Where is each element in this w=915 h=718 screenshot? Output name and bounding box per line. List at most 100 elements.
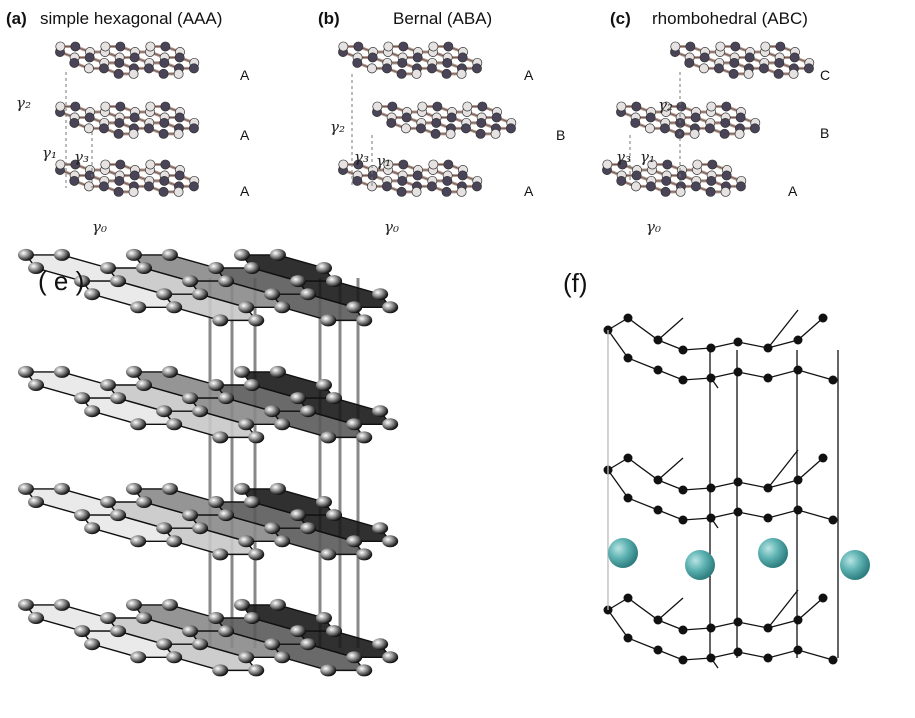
carbon-atom [290,625,307,638]
carbon-atom [426,181,437,192]
carbon-atom [156,405,173,418]
carbon-atom [793,645,803,655]
carbon-atom [238,651,255,664]
carbon-atom [110,275,127,288]
carbon-atom [192,288,209,301]
graphene-layer [616,101,761,139]
carbon-atom [316,612,332,624]
carbon-atom [125,598,142,611]
carbon-atom [372,101,383,112]
graphene-layer [55,41,200,79]
carbon-atom [818,593,828,603]
carbon-atom [763,623,773,633]
carbon-atom [460,123,471,134]
intercalant-ion [758,538,788,568]
carbon-atom [320,548,337,561]
carbon-atom [130,418,147,431]
carbon-atom [274,418,291,431]
carbon-atom [491,112,502,123]
carbon-atom [630,117,641,128]
carbon-atom [653,505,663,515]
carbon-atom [788,68,799,79]
gamma-label: γ₁ [42,144,57,162]
carbon-atom [69,175,80,186]
carbon-atom [476,117,487,128]
carbon-atom [760,41,771,52]
carbon-atom [156,522,173,535]
carbon-atom [28,496,44,508]
carbon-atom [166,301,183,314]
carbon-atom [269,248,286,261]
gamma-label: γ₃ [616,148,631,166]
carbon-atom [238,418,255,431]
carbon-atom [803,63,814,74]
carbon-atom [763,653,773,663]
carbon-atom [505,123,516,134]
carbon-atom [173,68,184,79]
carbon-atom [264,638,281,651]
carbon-atom [430,128,441,139]
carbon-atom [98,181,109,192]
carbon-layer [603,449,838,529]
carbon-atom [793,615,803,625]
carbon-atom [110,509,127,522]
carbon-atom [248,314,265,327]
carbon-atom [17,248,34,261]
carbon-atom [774,57,785,68]
panel-c-letter: (c) [610,9,631,28]
carbon-atom [721,101,732,112]
carbon-atom [678,345,688,355]
carbon-atom [653,475,663,485]
carbon-atom [617,159,628,170]
carbon-atom [300,405,317,418]
carbon-atom [55,41,66,52]
gamma-label: γ₁ [376,152,391,170]
carbon-atom [678,485,688,495]
panel-b-layer-label: B [556,127,565,143]
carbon-atom [233,365,250,378]
carbon-atom [182,509,199,522]
carbon-atom [182,392,199,405]
carbon-atom [264,288,281,301]
carbon-atom [158,68,169,79]
carbon-atom [441,186,452,197]
carbon-atom [644,123,655,134]
panel-e-letter: ( e ) [38,266,84,296]
carbon-atom [400,123,411,134]
carbon-atom [744,52,755,63]
carbon-atom [704,123,715,134]
carbon-atom [692,159,703,170]
carbon-atom [706,101,717,112]
carbon-atom [53,482,70,495]
carbon-atom [383,159,394,170]
carbon-atom [84,638,101,651]
carbon-atom [326,625,343,638]
carbon-atom [74,392,91,405]
carbon-atom [706,513,716,523]
carbon-atom [417,101,428,112]
carbon-atom [208,379,224,391]
carbon-atom [789,52,800,63]
carbon-atom [689,128,700,139]
carbon-atom [456,68,467,79]
carbon-atom [428,41,439,52]
carbon-atom [174,52,185,63]
graphite-3d-model [17,248,399,677]
carbon-atom [208,262,224,274]
carbon-atom [208,496,224,508]
carbon-atom [174,112,185,123]
carbon-atom [113,68,124,79]
carbon-atom [70,101,81,112]
carbon-atom [457,170,468,181]
carbon-atom [238,301,255,314]
carbon-atom [653,335,663,345]
carbon-atom [623,453,633,463]
carbon-atom [645,181,656,192]
carbon-atom [316,262,332,274]
carbon-atom [431,117,442,128]
carbon-atom [623,313,633,323]
carbon-atom [136,379,152,391]
carbon-atom [100,612,116,624]
carbon-atom [83,63,94,74]
carbon-atom [735,181,746,192]
